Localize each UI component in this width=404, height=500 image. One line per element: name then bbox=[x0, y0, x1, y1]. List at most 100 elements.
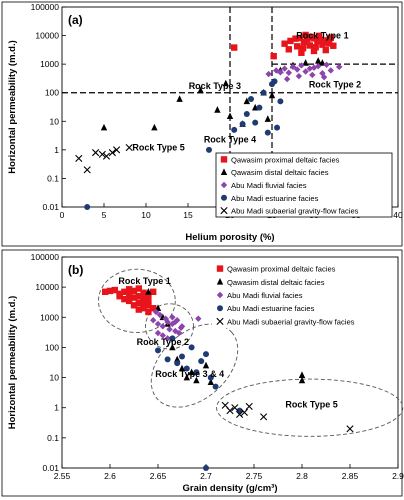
legend-marker bbox=[220, 207, 228, 215]
series-x bbox=[75, 144, 133, 174]
data-point bbox=[183, 365, 190, 372]
data-point bbox=[176, 95, 183, 102]
x-axis-label: Grain density (g/cm³) bbox=[182, 483, 277, 494]
series-x bbox=[221, 401, 354, 433]
panel-label: (b) bbox=[68, 263, 83, 277]
data-point bbox=[164, 318, 171, 326]
data-point bbox=[320, 73, 328, 81]
data-point bbox=[268, 91, 276, 99]
data-point bbox=[102, 152, 111, 160]
data-point bbox=[300, 38, 308, 46]
legend-marker bbox=[220, 168, 228, 175]
x-tick-label: 15 bbox=[183, 210, 193, 220]
data-point bbox=[256, 104, 263, 111]
data-point bbox=[277, 98, 284, 105]
data-point bbox=[135, 293, 142, 300]
series-square bbox=[102, 285, 157, 316]
data-point bbox=[315, 57, 322, 64]
data-point bbox=[169, 314, 176, 321]
data-point bbox=[231, 44, 238, 51]
data-point bbox=[317, 36, 324, 43]
data-point bbox=[193, 369, 200, 376]
legend: Qawasim proximal deltaic facies Qawasim d… bbox=[215, 152, 393, 218]
data-point bbox=[145, 308, 152, 316]
data-point bbox=[292, 35, 299, 42]
data-point bbox=[164, 335, 171, 342]
data-point bbox=[183, 373, 190, 381]
data-point bbox=[195, 315, 202, 322]
legend-entry: Abu Madi fluvial facies bbox=[231, 181, 307, 190]
data-point bbox=[302, 31, 309, 39]
data-point bbox=[154, 320, 162, 328]
data-point bbox=[174, 355, 181, 363]
x-axis-label: Helium porosity (%) bbox=[185, 232, 274, 243]
y-tick-label: 0.01 bbox=[42, 463, 59, 473]
data-point bbox=[236, 410, 244, 418]
data-point bbox=[322, 46, 329, 54]
data-point bbox=[260, 413, 268, 421]
data-point bbox=[248, 96, 254, 103]
data-point bbox=[178, 364, 186, 372]
data-point bbox=[325, 40, 333, 47]
data-point bbox=[243, 110, 250, 117]
y-tick-label: 100000 bbox=[31, 252, 60, 262]
data-point bbox=[330, 42, 337, 49]
data-point bbox=[281, 65, 288, 72]
annotations: Rock Type 1 Rock Type 2 Rock Type 3 & 4 Roc… bbox=[118, 276, 337, 409]
data-point bbox=[285, 69, 292, 76]
data-point bbox=[150, 317, 157, 324]
data-point bbox=[207, 378, 214, 386]
data-point bbox=[197, 86, 204, 94]
data-point bbox=[283, 75, 291, 83]
rock-type-label: Rock Type 3 bbox=[189, 81, 241, 91]
data-point bbox=[287, 37, 294, 45]
data-point bbox=[83, 166, 91, 174]
series-diamond bbox=[150, 308, 202, 342]
rock-type-label: Rock Type 5 bbox=[285, 399, 337, 409]
data-point bbox=[206, 146, 212, 153]
data-point bbox=[285, 46, 292, 53]
ellipse-group-2 bbox=[145, 303, 194, 350]
data-point bbox=[274, 124, 281, 131]
data-point bbox=[298, 376, 306, 384]
data-point bbox=[239, 121, 246, 128]
data-point bbox=[270, 52, 277, 60]
y-tick-label: 10000 bbox=[35, 282, 59, 292]
data-point bbox=[214, 106, 221, 113]
rock-type-label: Rock Type 5 bbox=[132, 143, 184, 153]
data-point bbox=[294, 66, 301, 73]
data-point bbox=[130, 294, 138, 301]
rock-type-label: Rock Type 4 bbox=[204, 135, 256, 145]
data-point bbox=[166, 326, 173, 333]
y-axis-label: Horizontal permeability (m.d.) bbox=[7, 296, 18, 430]
data-point bbox=[295, 72, 303, 80]
data-point bbox=[260, 89, 267, 96]
data-point bbox=[226, 407, 234, 415]
rock-type-label: Rock Type 1 bbox=[296, 31, 348, 41]
y-tick-label: 100000 bbox=[31, 2, 60, 12]
data-point bbox=[231, 126, 238, 133]
data-point bbox=[151, 123, 158, 131]
y-axis: 0.01 0.1 1 10 100 1000 10000 100000 bbox=[31, 252, 66, 473]
rock-type-label: Rock Type 2 bbox=[309, 80, 361, 90]
x-tick-label: 40 bbox=[393, 210, 403, 220]
legend-entry: Qawasim proximal deltaic facies bbox=[231, 155, 340, 164]
series-circle bbox=[84, 78, 284, 210]
series-square bbox=[231, 31, 337, 60]
data-point bbox=[252, 119, 259, 126]
data-point bbox=[150, 288, 157, 296]
data-point bbox=[92, 149, 100, 157]
data-point bbox=[116, 293, 123, 300]
data-point bbox=[277, 69, 284, 76]
data-point bbox=[164, 356, 171, 363]
x-tick-label: 2.6 bbox=[104, 471, 116, 481]
data-point bbox=[100, 123, 108, 131]
data-point bbox=[222, 79, 229, 87]
panel-frame bbox=[1, 249, 403, 497]
data-point bbox=[207, 374, 214, 381]
data-point bbox=[319, 41, 326, 48]
data-point bbox=[169, 343, 176, 351]
data-point bbox=[145, 297, 152, 305]
